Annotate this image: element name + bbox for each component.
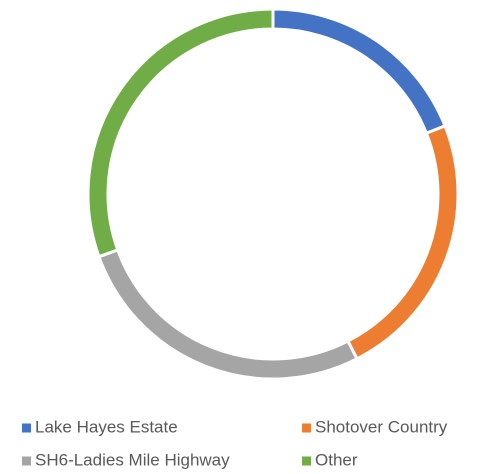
legend-label: Lake Hayes Estate: [35, 417, 178, 436]
legend-swatch: [22, 423, 31, 433]
legend-swatch: [302, 456, 311, 466]
donut-segment: [86, 7, 275, 259]
legend-label: SH6-Ladies Mile Highway: [35, 450, 230, 469]
donut-segment: [345, 123, 460, 361]
donut-segment: [271, 7, 447, 136]
legend-swatch: [302, 423, 311, 433]
legend-label: Other: [315, 450, 358, 469]
legend-swatch: [22, 456, 31, 466]
legend-label: Shotover Country: [315, 417, 448, 436]
donut-segment: [97, 247, 360, 381]
